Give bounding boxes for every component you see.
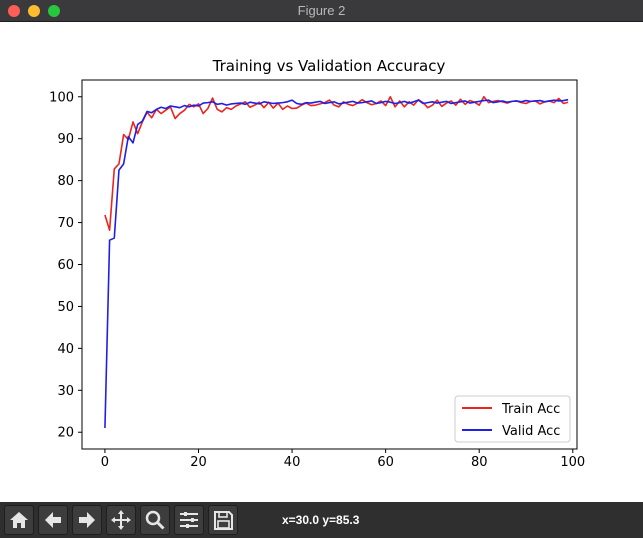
window-titlebar: Figure 2 (0, 0, 643, 22)
y-tick-label: 20 (57, 426, 74, 441)
configure-subplots-icon (180, 512, 198, 528)
zoom-button[interactable] (140, 505, 170, 535)
y-tick-label: 50 (57, 300, 74, 315)
navigation-toolbar: x=30.0 y=85.3 (0, 502, 643, 538)
y-tick-label: 60 (57, 258, 74, 273)
y-tick-label: 40 (57, 342, 74, 357)
cursor-coordinates: x=30.0 y=85.3 (282, 513, 360, 527)
minimize-button[interactable] (28, 5, 40, 17)
x-tick-label: 20 (190, 455, 207, 470)
home-icon (10, 512, 28, 528)
plot-frame (81, 79, 578, 450)
pan-button[interactable] (106, 505, 136, 535)
y-tick-label: 30 (57, 384, 74, 399)
chart-title: Training vs Validation Accuracy (212, 57, 446, 75)
accuracy-chart: Training vs Validation Accuracy 0 20 40 60 8… (49, 57, 585, 470)
y-tick-label: 90 (57, 132, 74, 147)
x-tick-label: 60 (377, 455, 394, 470)
y-tick-label: 70 (57, 216, 74, 231)
save-floppy-icon (214, 511, 233, 530)
x-tick-label: 40 (284, 455, 301, 470)
save-button[interactable] (208, 505, 238, 535)
back-arrow-icon (45, 512, 61, 528)
forward-arrow-icon (79, 512, 95, 528)
series-line-valid-acc (104, 98, 569, 429)
x-tick-label: 0 (101, 455, 109, 470)
window-title: Figure 2 (297, 3, 346, 18)
y-tick-label: 100 (49, 90, 74, 105)
forward-button[interactable] (72, 505, 102, 535)
maximize-button[interactable] (48, 5, 60, 17)
legend-label-train: Train Acc (501, 402, 560, 417)
zoom-magnifier-icon (145, 510, 165, 530)
home-button[interactable] (4, 505, 34, 535)
x-tick-label: 80 (471, 455, 488, 470)
subplots-button[interactable] (174, 505, 204, 535)
figure-canvas[interactable]: Training vs Validation Accuracy 0 20 40 60 8… (0, 22, 643, 502)
legend: Train Acc Valid Acc (454, 395, 571, 443)
x-tick-label: 100 (560, 455, 585, 470)
pan-move-icon (111, 510, 131, 530)
series-line-train-acc (104, 95, 569, 231)
legend-label-valid: Valid Acc (502, 424, 560, 439)
y-tick-label: 80 (57, 174, 74, 189)
back-button[interactable] (38, 505, 68, 535)
close-button[interactable] (8, 5, 20, 17)
